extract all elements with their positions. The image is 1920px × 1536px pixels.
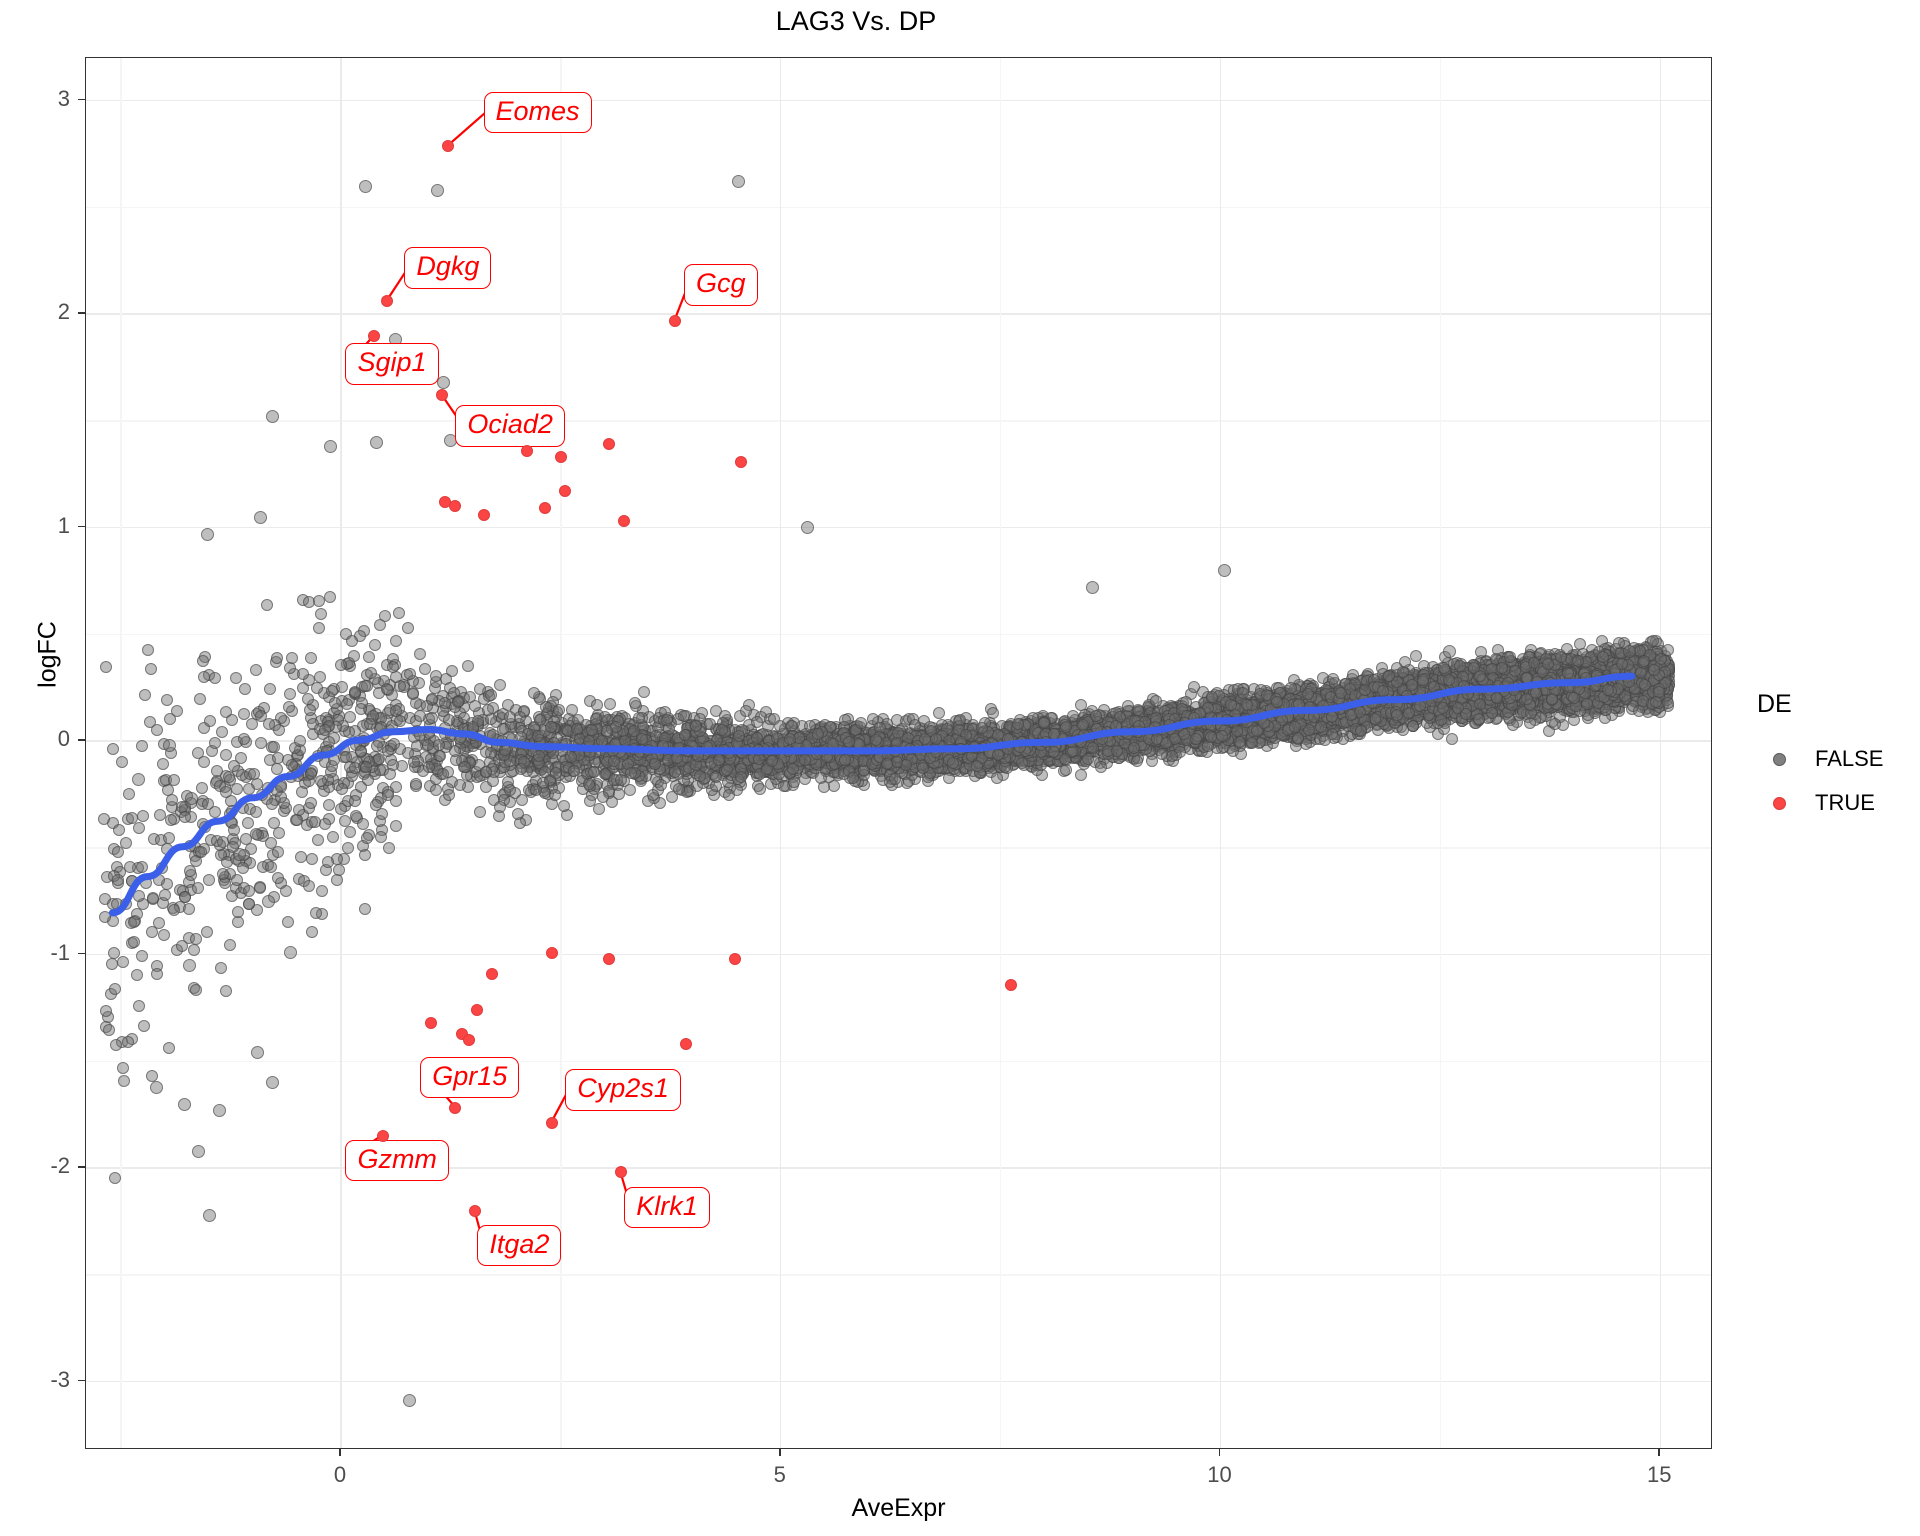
gridline-horizontal — [86, 1167, 1711, 1168]
gridline-horizontal — [86, 1381, 1711, 1382]
gridline-horizontal — [86, 100, 1711, 101]
gridline-vertical — [120, 58, 121, 1448]
gridline-vertical — [780, 58, 781, 1448]
gridline-horizontal — [86, 1274, 1711, 1275]
gridline-vertical — [1440, 58, 1441, 1448]
gridline-horizontal — [86, 420, 1711, 421]
gridline-horizontal — [86, 207, 1711, 208]
gridline-horizontal — [86, 1061, 1711, 1062]
gridline-horizontal — [86, 313, 1711, 314]
gridline-vertical — [560, 58, 561, 1448]
gridline-horizontal — [86, 740, 1711, 741]
gridline-horizontal — [86, 954, 1711, 955]
plot-panel: Eomes Dgkg Gcg Sgip1 Ociad2 Gpr15 Cyp2s1 Gzmm It… — [85, 57, 1712, 1449]
gridline-vertical — [340, 58, 341, 1448]
page-title: LAG3 Vs. DP — [0, 6, 1712, 37]
ma-plot-figure: LAG3 Vs. DP Eomes Dgkg Gcg Sgip1 Ociad2 Gpr15… — [0, 0, 1920, 1536]
gridline-vertical — [1000, 58, 1001, 1448]
gridline-vertical — [1660, 58, 1661, 1448]
gridline-horizontal — [86, 634, 1711, 635]
gridline-horizontal — [86, 527, 1711, 528]
gridline-vertical — [1220, 58, 1221, 1448]
gridline-horizontal — [86, 847, 1711, 848]
grid-layer — [86, 58, 1711, 1448]
